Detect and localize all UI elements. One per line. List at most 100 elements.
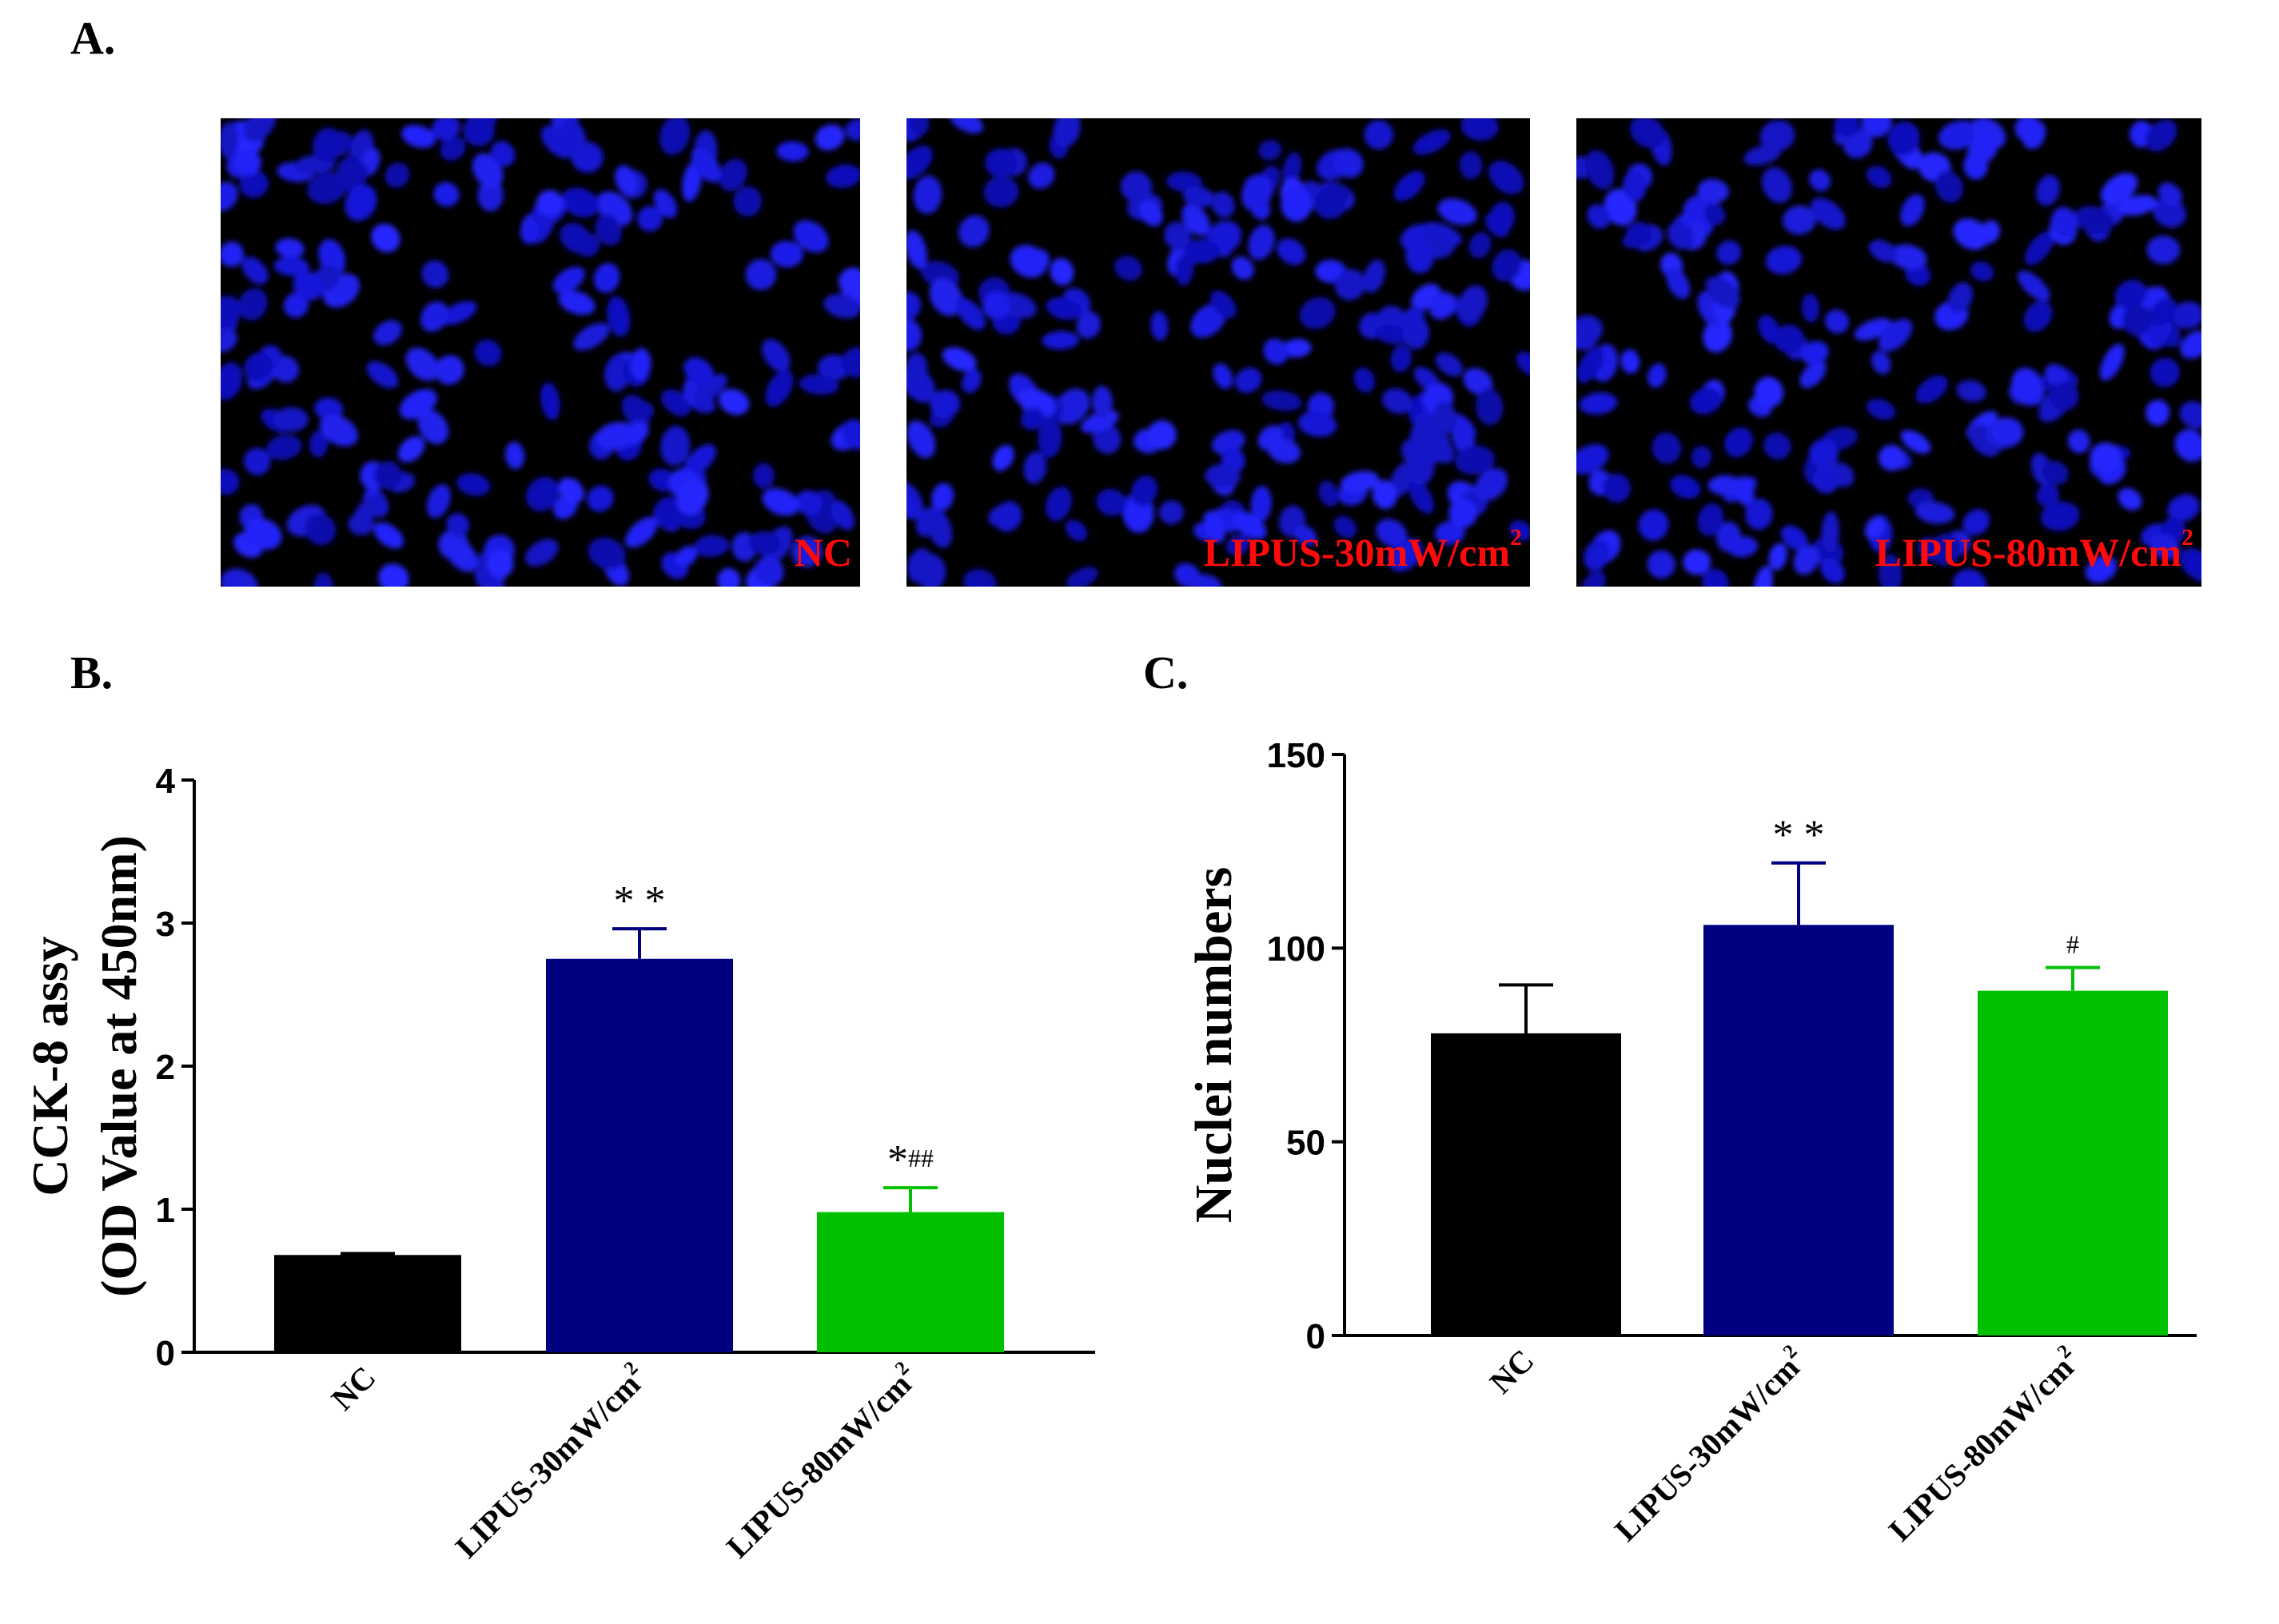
nucleus xyxy=(1956,380,1986,403)
nucleus xyxy=(1263,338,1289,365)
nucleus xyxy=(604,355,632,392)
nucleus xyxy=(1010,245,1047,278)
nucleus xyxy=(571,141,604,173)
nucleus xyxy=(625,516,658,548)
nucleus xyxy=(691,147,721,183)
nucleus xyxy=(1484,213,1509,237)
nucleus xyxy=(1623,171,1647,201)
nucleus xyxy=(955,297,986,330)
nucleus xyxy=(283,292,309,318)
nucleus xyxy=(552,266,585,293)
nucleus xyxy=(1282,152,1302,187)
nucleus xyxy=(275,238,305,259)
nucleus xyxy=(371,223,400,253)
nucleus xyxy=(366,360,399,388)
y-axis-label-line2: (OD Value at 450nm) xyxy=(90,835,147,1297)
y-tick-label: 0 xyxy=(156,1334,175,1373)
nucleus xyxy=(1821,511,1839,553)
micrograph-lipus-80: LIPUS-80mW/cm2 xyxy=(1576,118,2201,587)
nucleus xyxy=(1053,118,1081,147)
nucleus xyxy=(1158,500,1184,525)
nucleus xyxy=(1625,221,1651,248)
nucleus xyxy=(765,369,794,407)
nucleus xyxy=(1703,203,1726,225)
nucleus xyxy=(1374,324,1410,344)
nucleus xyxy=(1092,385,1113,418)
nucleus xyxy=(1861,118,1892,137)
nucleus xyxy=(561,187,600,217)
nucleus xyxy=(1468,232,1492,259)
nucleus xyxy=(2118,488,2142,511)
x-category-label: LIPUS-30mW/cm2 xyxy=(1606,1340,1814,1548)
nucleus xyxy=(1175,254,1193,286)
nucleus xyxy=(1257,425,1283,451)
nucleus xyxy=(1066,567,1098,587)
nucleus xyxy=(2150,534,2180,560)
nucleus xyxy=(374,460,402,489)
nucleus xyxy=(1054,388,1090,425)
nucleus xyxy=(1782,205,1816,235)
y-tick-label: 50 xyxy=(1286,1124,1325,1163)
nucleus xyxy=(1451,416,1475,457)
nucleus xyxy=(1457,285,1488,322)
micrograph-label: LIPUS-30mW/cm2 xyxy=(1203,524,1522,575)
nucleus xyxy=(2101,173,2138,205)
nucleus xyxy=(234,149,261,176)
nucleus xyxy=(1210,290,1237,318)
nucleus xyxy=(399,388,437,420)
nucleus xyxy=(440,301,477,325)
nucleus xyxy=(1914,501,1955,524)
nucleus xyxy=(2050,206,2078,239)
nucleus xyxy=(838,267,860,297)
nucleus xyxy=(1962,509,1990,536)
nucleus xyxy=(661,389,691,416)
nucleus xyxy=(1820,558,1845,584)
nucleus xyxy=(1953,218,1989,250)
nucleus xyxy=(762,339,791,372)
nucleus xyxy=(1878,319,1913,352)
nucleus xyxy=(2118,195,2157,216)
nucleus xyxy=(2172,301,2201,329)
nucleus xyxy=(595,214,622,246)
nucleus xyxy=(1638,509,1669,541)
nucleus xyxy=(1405,237,1434,274)
nucleus xyxy=(1620,349,1640,374)
nucleus xyxy=(1576,315,1604,345)
nucleus xyxy=(491,141,516,167)
nucleus xyxy=(1879,444,1906,472)
nucleus xyxy=(2167,494,2200,523)
nucleus xyxy=(378,563,409,587)
nucleus xyxy=(1076,311,1102,339)
nucleus xyxy=(1045,486,1072,522)
panel-c-label: C. xyxy=(1143,647,1189,699)
nucleus xyxy=(573,323,610,351)
nucleus xyxy=(2114,280,2147,309)
nucleus xyxy=(588,537,626,570)
nucleus xyxy=(2174,429,2201,462)
nucleus xyxy=(1915,375,1948,404)
nucleus xyxy=(2180,330,2201,360)
nucleus xyxy=(345,184,377,221)
y-tick-label: 2 xyxy=(156,1048,175,1087)
nucleus xyxy=(421,260,449,289)
nucleus xyxy=(1871,351,1891,375)
nucleus xyxy=(949,118,983,133)
nucleus xyxy=(1388,538,1423,571)
nucleus xyxy=(719,388,750,416)
nucleus xyxy=(319,414,358,447)
nucleus xyxy=(1702,568,1729,587)
nucleus xyxy=(456,473,491,496)
nucleus xyxy=(2025,231,2054,265)
nucleus xyxy=(1476,388,1504,426)
nucleus xyxy=(1463,368,1493,396)
nucleus xyxy=(745,259,777,291)
nucleus xyxy=(1231,256,1254,281)
nucleus xyxy=(401,125,436,149)
nuclei-image xyxy=(221,118,860,587)
nucleus xyxy=(1408,479,1434,514)
nucleus xyxy=(1474,468,1508,501)
nucleus xyxy=(1281,186,1313,222)
nucleus xyxy=(906,420,936,459)
nucleus xyxy=(309,430,329,458)
